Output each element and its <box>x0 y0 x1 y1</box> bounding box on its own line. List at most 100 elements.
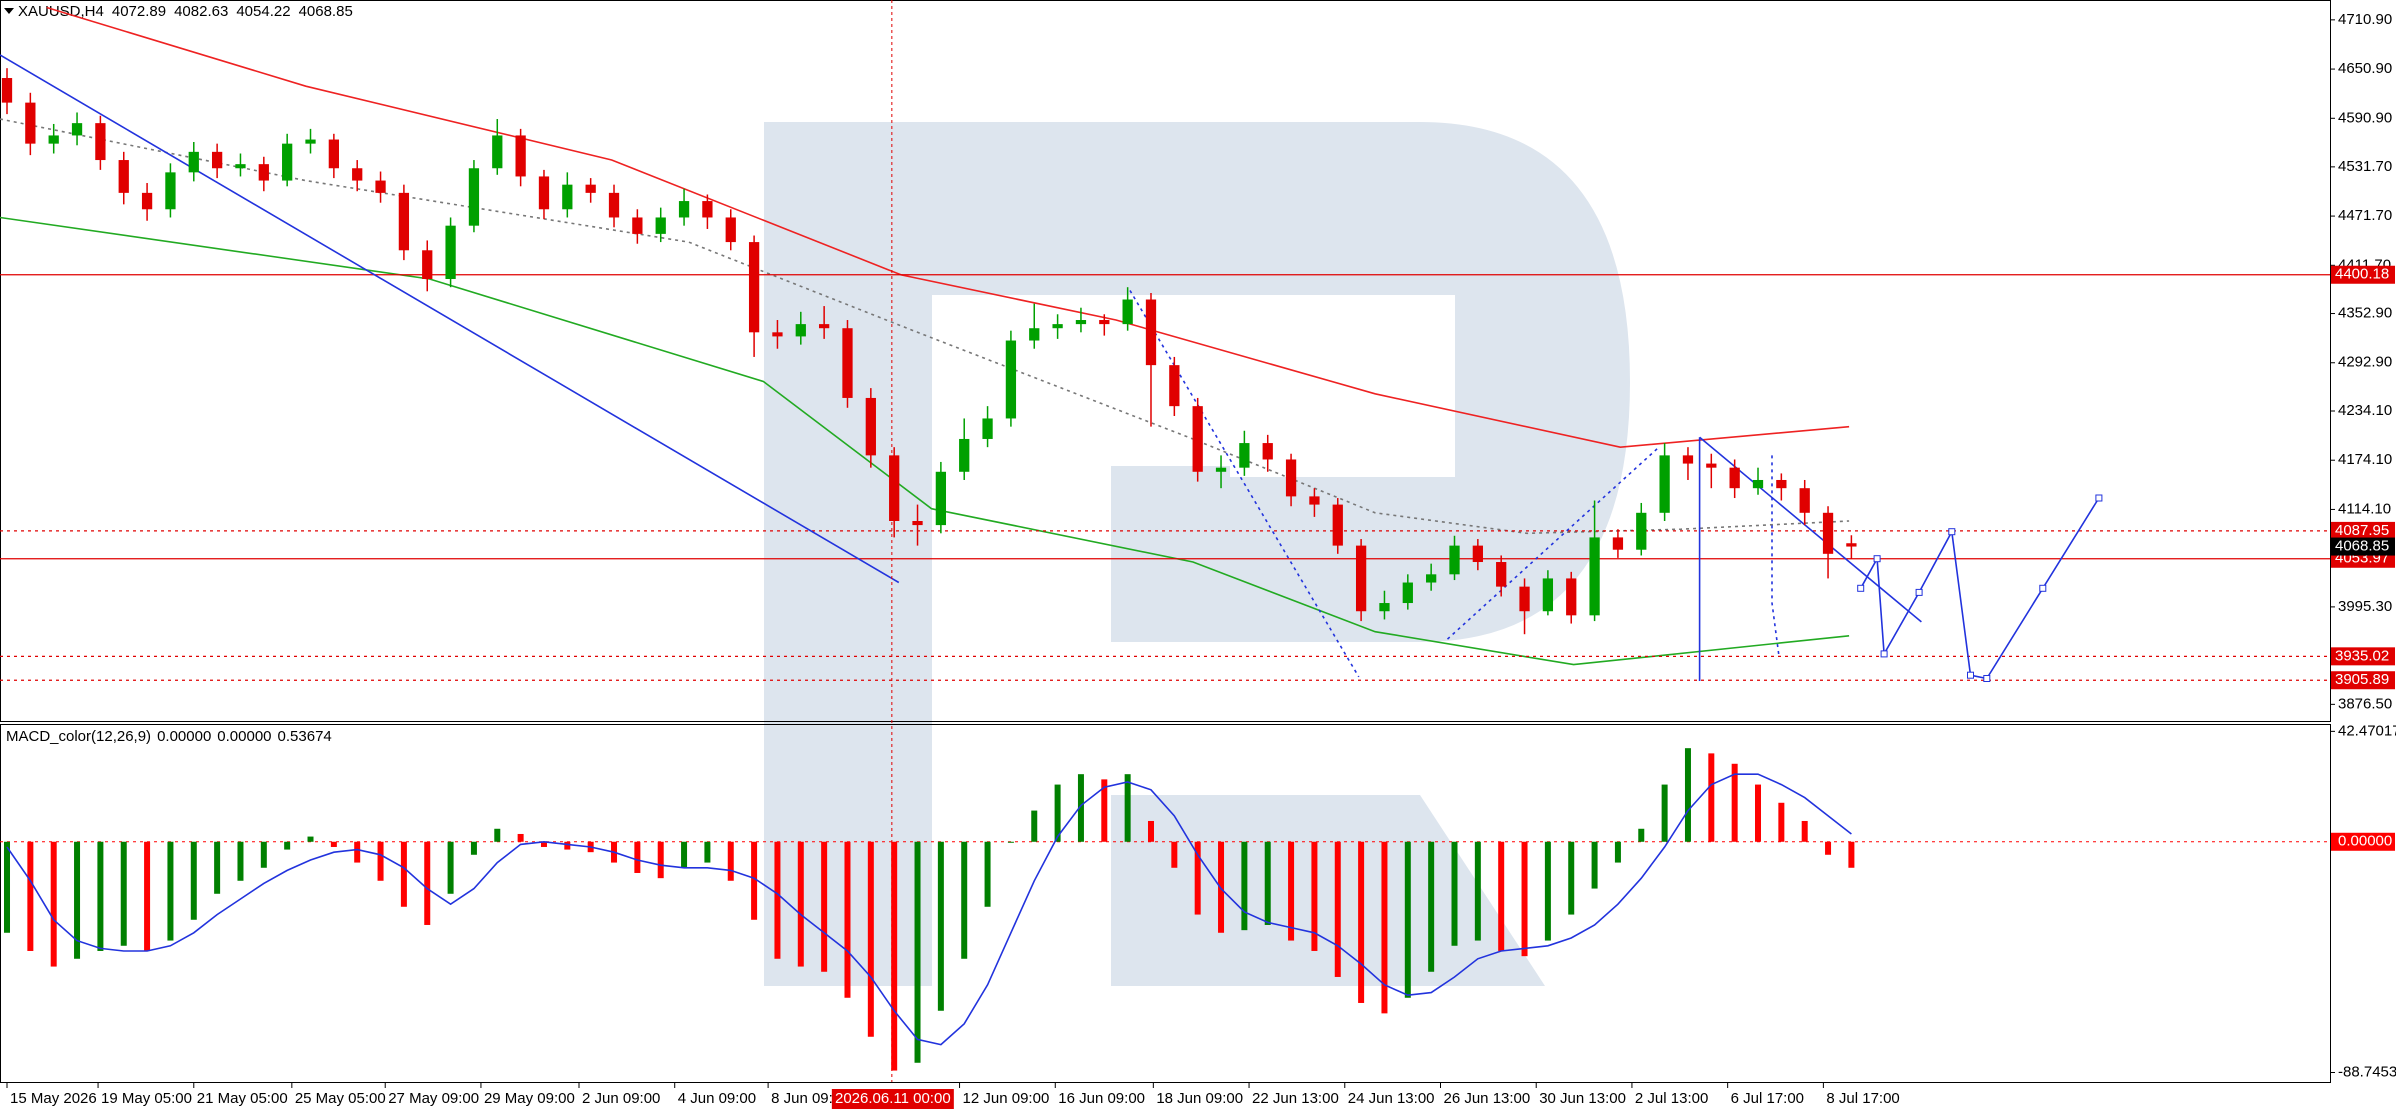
candle-body <box>912 521 923 526</box>
candle-body <box>1379 603 1390 612</box>
candle-body <box>141 192 153 210</box>
macd-bar <box>260 841 267 868</box>
price-label-bg <box>2331 265 2395 284</box>
candle-body <box>982 418 993 439</box>
macd-bar <box>1498 841 1505 951</box>
macd-bar <box>1381 841 1388 1014</box>
indicator-readout: 0.00000 <box>217 728 271 745</box>
macd-bar <box>377 841 384 881</box>
candle-body <box>1799 488 1810 513</box>
candle-body <box>1542 578 1554 612</box>
y-tick-label: 4710.90 <box>2338 11 2392 28</box>
macd-bar <box>470 841 477 855</box>
drawing-node <box>1880 650 1888 658</box>
ohlc-open: 4072.89 <box>112 3 166 20</box>
x-tick-label: 6 Jul 17:00 <box>1731 1090 1804 1107</box>
candle-body <box>445 225 456 279</box>
trend-drawing <box>1129 290 1360 678</box>
ohlc-high: 4082.63 <box>174 3 228 20</box>
price-label-bg <box>2331 671 2395 690</box>
y-tick-label: 4471.70 <box>2338 207 2392 224</box>
macd-bar <box>167 841 174 941</box>
drawing-node <box>1983 675 1991 682</box>
macd-bar <box>494 828 501 842</box>
candle-body <box>1659 455 1670 513</box>
x-tick-label: 26 Jun 13:00 <box>1443 1090 1530 1107</box>
macd-bar <box>1755 784 1762 842</box>
x-tick-label: 18 Jun 09:00 <box>1156 1090 1243 1107</box>
macd-bar <box>50 841 57 967</box>
candle-body <box>959 438 970 472</box>
candle-body <box>258 164 269 181</box>
watermark-bowl <box>932 122 1630 642</box>
macd-bar <box>564 841 571 850</box>
candle-body <box>1239 443 1250 468</box>
drawing-node <box>1857 584 1865 592</box>
candle-body <box>702 201 713 218</box>
macd-bar <box>237 841 244 881</box>
moving-average <box>46 6 1850 449</box>
macd-panel-frame <box>0 724 2331 1083</box>
candle-body <box>585 184 596 193</box>
candle-body <box>25 102 36 144</box>
candle-body <box>235 164 246 169</box>
x-tick-label: 4 Jun 09:00 <box>678 1090 756 1107</box>
indicator-readout: 0.53674 <box>278 728 332 745</box>
drawing-node <box>1967 671 1974 679</box>
macd-bar <box>1171 841 1178 868</box>
x-tick-label: 21 May 05:00 <box>197 1090 288 1107</box>
ohlc-close: 4068.85 <box>299 3 353 20</box>
macd-bar <box>914 841 921 1063</box>
macd-bar <box>424 841 431 925</box>
candle-body <box>1285 459 1297 497</box>
candle-body <box>1192 406 1203 472</box>
candle-body <box>352 168 363 181</box>
moving-average <box>0 216 1850 666</box>
macd-bar <box>1147 820 1154 842</box>
indicator-name: MACD_color(12,26,9) <box>6 728 151 745</box>
candle-body <box>1846 543 1857 547</box>
macd-bar <box>867 841 874 1037</box>
candle-body <box>1029 328 1040 341</box>
y-tick-label: 4292.90 <box>2338 354 2392 371</box>
y-tick-label: 3995.30 <box>2338 598 2392 615</box>
candle-body <box>608 192 620 218</box>
candle-body <box>1145 299 1157 366</box>
candle-body <box>632 217 643 234</box>
macd-bar <box>984 841 991 907</box>
macd-bar <box>1101 779 1108 842</box>
candle-body <box>819 324 830 329</box>
header-arrow <box>4 8 14 14</box>
price-label: 4400.18 <box>2335 266 2389 283</box>
macd-bar <box>1474 841 1481 941</box>
indicator-readout: 0.00000 <box>157 728 211 745</box>
candle-body <box>71 123 83 136</box>
x-tick-label: 27 May 09:00 <box>388 1090 479 1107</box>
y-tick-label: 3876.50 <box>2338 695 2392 712</box>
macd-bar <box>1054 784 1061 842</box>
macd-bar <box>447 841 454 894</box>
last-price-label: 4068.85 <box>2335 538 2389 555</box>
macd-bar <box>1708 753 1715 842</box>
y-tick-label: 4234.10 <box>2338 402 2392 419</box>
candle-body <box>725 217 736 243</box>
candle-body <box>1776 479 1787 489</box>
candle-body <box>1729 467 1740 489</box>
x-tick-label: 12 Jun 09:00 <box>963 1090 1050 1107</box>
macd-bar <box>4 841 11 933</box>
candle-body <box>1402 582 1413 604</box>
macd-bar <box>1521 841 1528 957</box>
candle-body <box>1052 324 1063 329</box>
watermark-inner <box>1111 466 1230 642</box>
candle-body <box>422 250 433 279</box>
macd-bar <box>844 841 851 998</box>
candle-body <box>935 471 947 526</box>
main-panel-frame <box>0 0 2331 722</box>
x-tick-label: 8 Jul 17:00 <box>1826 1090 1899 1107</box>
candle-body <box>95 123 106 161</box>
candle-body <box>1682 455 1694 464</box>
candle-body <box>328 139 339 169</box>
drawing-node <box>1915 588 1923 596</box>
candle-body <box>1075 320 1087 325</box>
